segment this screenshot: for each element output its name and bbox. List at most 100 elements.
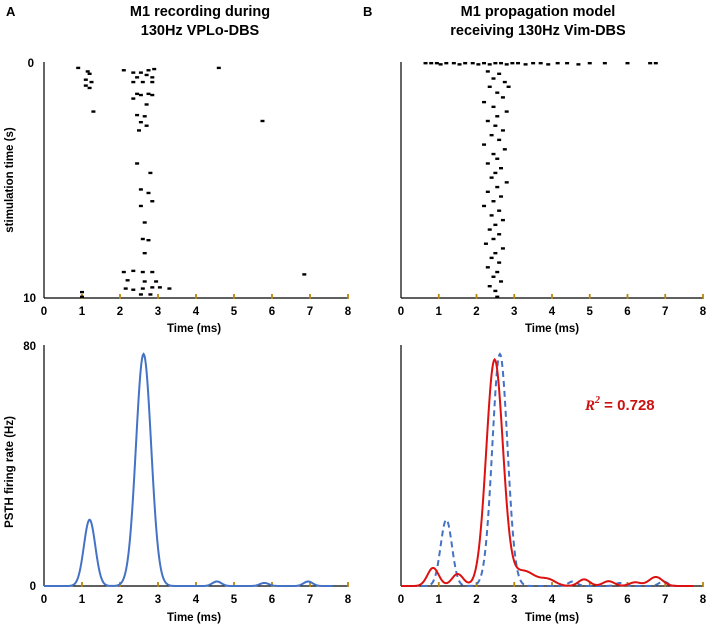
raster-b-spike-2 (434, 61, 439, 65)
psth-b-xtick-label-0: 0 (398, 594, 404, 606)
raster-a-spike-1 (85, 70, 90, 73)
raster-a-spike-4 (89, 80, 94, 84)
raster-a-spike-55 (80, 290, 84, 294)
psth-a-xtick-label-8: 8 (345, 594, 352, 606)
raster-b-spike-69 (493, 251, 498, 255)
raster-b-spike-76 (487, 285, 492, 288)
raster-b-spike-75 (499, 280, 504, 283)
psth-b-series-recorded (401, 352, 688, 587)
raster-b-spike-42 (493, 124, 498, 127)
psth-b-xtick-label-4: 4 (549, 594, 556, 606)
psth-a-xtick-label-3: 3 (155, 594, 161, 606)
raster-a-spike-6 (87, 86, 92, 90)
raster-b-spike-60 (497, 209, 502, 212)
raster-a-spike-57 (216, 66, 221, 70)
raster-a-ytick-0: 0 (28, 58, 34, 70)
raster-a-spike-54 (167, 287, 172, 290)
psth-a-xtick-label-0: 0 (41, 594, 47, 606)
raster-b-spike-33 (506, 85, 511, 88)
raster-b-spike-62 (500, 218, 505, 222)
raster-b-spike-46 (482, 143, 487, 146)
raster-a-spike-59 (302, 273, 307, 276)
raster-a-xtick-label-1: 1 (79, 306, 86, 318)
raster-b-xtick-label-6: 6 (624, 306, 630, 318)
raster-b-xtick-label-7: 7 (662, 306, 668, 318)
raster-b-spike-28 (653, 61, 658, 65)
raster-b-spike-63 (493, 223, 498, 227)
raster-a-spike-28 (144, 124, 149, 127)
raster-a-spike-19 (135, 92, 140, 96)
raster-a-ylabel: stimulation time (s) (4, 127, 16, 233)
plot-layer: 0 1 2 3 4 5 6 7 8 0 1 2 3 4 5 6 7 8 0 1 2 3 4 5 6 7 8 0 1 2 3 4 5 6 7 8 (41, 61, 707, 606)
raster-a-spike-32 (138, 188, 143, 191)
raster-b-xtick-label-1: 1 (436, 306, 443, 318)
raster-b-spike-13 (499, 61, 504, 65)
raster-a-spike-15 (150, 76, 155, 79)
raster-a-spike-42 (140, 270, 145, 274)
raster-a-spike-0 (76, 66, 81, 70)
psth-b-xtick-label-6: 6 (624, 594, 630, 606)
raster-b-spike-41 (485, 119, 490, 123)
raster-a-spike-27 (138, 120, 143, 124)
raster-a-spike-46 (154, 280, 159, 283)
psth-b-series-model (401, 357, 694, 587)
raster-a-xtick-label-6: 6 (269, 306, 275, 318)
psth-a-series-recorded (44, 352, 333, 587)
raster-b-spike-36 (500, 96, 505, 99)
psth-a-xtick-label-6: 6 (269, 594, 275, 606)
raster-b-spike-34 (487, 85, 492, 88)
raster-a-spike-29 (137, 129, 141, 132)
raster-b-spike-45 (497, 138, 502, 142)
raster-a-spike-30 (135, 162, 140, 165)
r2-symbol: R (584, 398, 595, 414)
psth-b-xtick-label-8: 8 (700, 594, 707, 606)
raster-b-spike-20 (546, 63, 551, 66)
raster-b-spike-5 (451, 61, 456, 65)
raster-b-spike-74 (491, 275, 496, 278)
raster-b-spike-65 (497, 233, 502, 236)
r2-value: = 0.728 (600, 397, 655, 414)
raster-b-spike-71 (497, 261, 502, 264)
psth-a-ytick-80: 80 (23, 341, 36, 353)
raster-b-spike-30 (497, 72, 502, 75)
raster-b-spike-19 (538, 61, 543, 65)
raster-b-spike-68 (500, 247, 505, 250)
psth-b-xtick-label-2: 2 (473, 594, 479, 606)
raster-b-spike-26 (625, 61, 630, 65)
raster-a-spike-18 (150, 80, 155, 84)
raster-a-spike-49 (140, 287, 145, 290)
psth-a-xlabel: Time (ms) (167, 612, 221, 624)
raster-a-spike-13 (135, 76, 140, 79)
raster-a-spike-37 (140, 237, 145, 241)
raster-b-xlabel: Time (ms) (525, 323, 579, 335)
raster-a-spike-21 (146, 92, 151, 96)
raster-a-spike-58 (260, 119, 265, 123)
raster-b-spike-52 (493, 171, 498, 175)
raster-b-spike-37 (482, 100, 487, 104)
raster-b-spike-10 (482, 61, 487, 65)
psth-b-xtick-label-1: 1 (436, 594, 443, 606)
raster-a-spike-20 (138, 93, 143, 97)
psth-a-ylabel: PSTH firing rate (Hz) (4, 416, 16, 528)
raster-a-xtick-label-8: 8 (345, 306, 352, 318)
raster-a-spike-44 (125, 279, 130, 282)
psth-b-xtick-label-5: 5 (587, 594, 594, 606)
psth-a-xtick-label-1: 1 (79, 594, 86, 606)
raster-a-spike-31 (148, 171, 153, 175)
raster-a-xtick-label-7: 7 (307, 306, 313, 318)
raster-b-spike-1 (429, 61, 434, 65)
raster-b-spike-3 (438, 63, 443, 66)
psth-a-xtick-label-4: 4 (193, 594, 200, 606)
raster-a-spike-11 (146, 69, 151, 72)
raster-b-spike-64 (487, 228, 492, 231)
raster-a-spike-51 (157, 286, 162, 289)
raster-a-spike-3 (83, 78, 88, 81)
panel-letter-a: A (6, 4, 16, 19)
raster-a-spike-35 (138, 204, 143, 208)
raster-b-spike-15 (510, 61, 515, 65)
raster-b-spike-59 (482, 204, 487, 208)
raster-b-spike-12 (493, 61, 498, 65)
raster-a-spike-2 (87, 72, 92, 75)
raster-b-spike-9 (476, 63, 481, 66)
